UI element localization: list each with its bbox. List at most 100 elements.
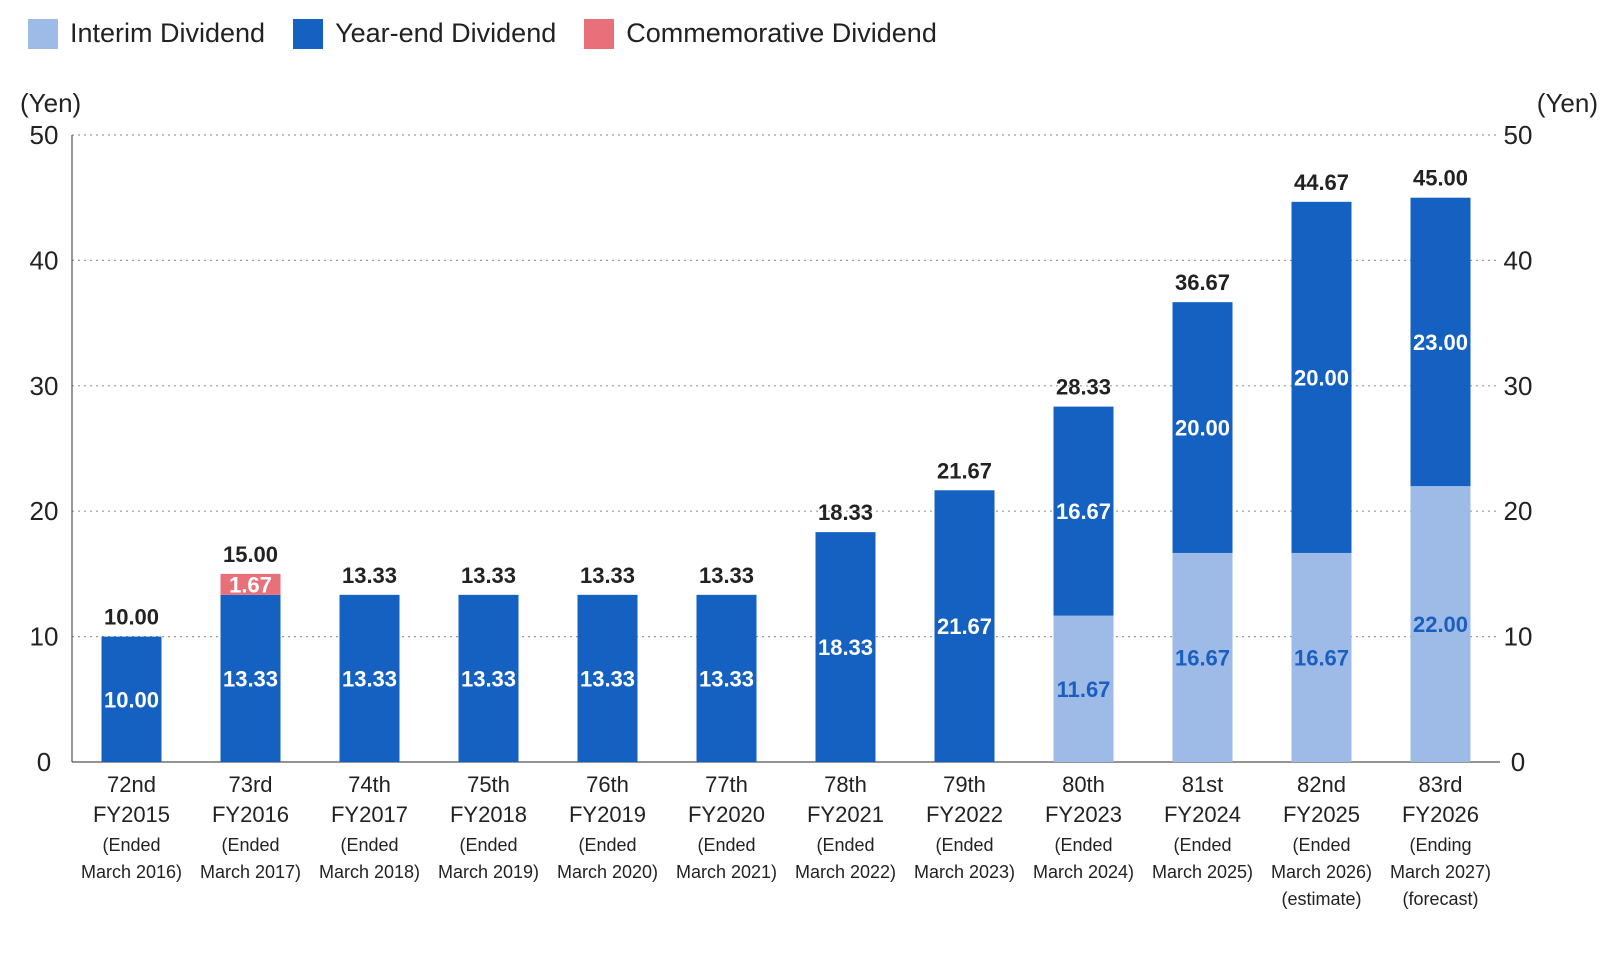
segment-value-label: 18.33: [818, 635, 873, 660]
segment-value-label: 10.00: [104, 687, 159, 712]
x-label-period: (Ended: [340, 835, 398, 855]
segment-value-label: 20.00: [1175, 416, 1230, 441]
segment-value-label: 13.33: [223, 666, 278, 691]
segment-value-label: 13.33: [461, 666, 516, 691]
bar-total-label: 13.33: [342, 563, 397, 588]
x-label-ordinal: 73rd: [228, 772, 272, 797]
x-label-period: March 2018): [319, 862, 420, 882]
x-label-ordinal: 78th: [824, 772, 867, 797]
x-label-period: March 2023): [914, 862, 1015, 882]
bar-segment-year-end: [1172, 302, 1233, 553]
bar-segment-year-end: [101, 636, 162, 762]
bar-segment-interim: [1291, 552, 1352, 762]
x-label-period: (Ended: [1292, 835, 1350, 855]
x-label-period: (Ended: [1173, 835, 1231, 855]
segment-value-label: 23.00: [1413, 330, 1468, 355]
x-axis-labels: 72nd FY2015 (Ended March 2016) 73rd FY2016 (En…: [81, 772, 1491, 909]
bar-segment-commemorative: [220, 573, 281, 595]
x-label-period: (Ended: [459, 835, 517, 855]
bar-total-label: 18.33: [818, 500, 873, 525]
segment-value-label: 16.67: [1294, 645, 1349, 670]
segment-value-label: 16.67: [1175, 645, 1230, 670]
y-tick-label-right: 20: [1504, 496, 1533, 526]
bar-segment-interim: [1172, 552, 1233, 762]
x-label-period: (Ending: [1409, 835, 1471, 855]
segment-value-label: 11.67: [1057, 677, 1111, 702]
bar-segment-year-end: [339, 594, 400, 762]
x-label-ordinal: 80th: [1062, 772, 1105, 797]
segment-value-label: 13.33: [342, 666, 397, 691]
bar-segment-year-end: [815, 532, 876, 762]
bar-total-label: 15.00: [223, 542, 278, 567]
x-label-period: March 2026): [1271, 862, 1372, 882]
bar-segment-year-end: [458, 594, 519, 762]
x-label-period: (Ended: [578, 835, 636, 855]
x-label-period: (Ended: [935, 835, 993, 855]
y-tick-label-left: 0: [37, 747, 51, 777]
segment-value-label: 13.33: [699, 666, 754, 691]
y-tick-label-left: 50: [30, 120, 59, 150]
data-labels: 10.00 10.00 13.33 1.67 15.00 13.33 13.33 13.33 1…: [104, 166, 1468, 713]
bar-total-label: 36.67: [1175, 270, 1230, 295]
x-label-fiscal-year: FY2025: [1283, 802, 1360, 827]
x-label-ordinal: 81st: [1182, 772, 1224, 797]
x-label-fiscal-year: FY2026: [1402, 802, 1479, 827]
x-label-period: (Ended: [1054, 835, 1112, 855]
y-tick-label-right: 40: [1504, 245, 1533, 275]
segment-value-label: 13.33: [580, 666, 635, 691]
x-label-ordinal: 72nd: [107, 772, 156, 797]
x-label-fiscal-year: FY2016: [212, 802, 289, 827]
segment-value-label: 22.00: [1413, 612, 1468, 637]
bar-segment-year-end: [934, 490, 995, 762]
bar-segment-year-end: [220, 594, 281, 762]
y-tick-label-left: 30: [30, 371, 59, 401]
bar-segment-interim: [1410, 486, 1471, 762]
x-label-period: March 2017): [200, 862, 301, 882]
bar-segment-year-end: [1053, 406, 1114, 616]
gridlines: [72, 134, 1500, 638]
axes: 0 0 10 10 20 20 30 30 40 40 50 50: [30, 120, 1533, 777]
x-label-fiscal-year: FY2015: [93, 802, 170, 827]
legend-swatch-interim: [28, 18, 58, 49]
bar-total-label: 44.67: [1294, 170, 1349, 195]
y-tick-label-right: 0: [1511, 747, 1525, 777]
left-axis-unit: (Yen): [20, 88, 81, 118]
bar-total-label: 28.33: [1056, 375, 1111, 400]
x-label-fiscal-year: FY2018: [450, 802, 527, 827]
x-label-ordinal: 76th: [586, 772, 629, 797]
x-label-period: March 2016): [81, 862, 182, 882]
bar-segment-year-end: [577, 594, 638, 762]
y-tick-label-left: 40: [30, 245, 59, 275]
bar-total-label: 10.00: [104, 605, 159, 630]
bars: [101, 197, 1471, 762]
legend-label-year-end: Year-end Dividend: [335, 18, 557, 48]
y-tick-label-right: 10: [1504, 622, 1533, 652]
y-tick-label-left: 20: [30, 496, 59, 526]
segment-value-label: 16.67: [1056, 499, 1111, 524]
bar-segment-year-end: [1291, 201, 1352, 553]
legend-label-interim: Interim Dividend: [70, 18, 266, 48]
x-label-fiscal-year: FY2019: [569, 802, 646, 827]
x-label-period: March 2019): [438, 862, 539, 882]
x-label-period: (estimate): [1281, 889, 1361, 909]
bar-total-label: 45.00: [1413, 166, 1468, 191]
legend-item-year-end: Year-end Dividend: [293, 18, 556, 49]
x-label-ordinal: 75th: [467, 772, 510, 797]
x-label-fiscal-year: FY2021: [807, 802, 884, 827]
bar-segment-year-end: [1410, 197, 1471, 487]
x-label-period: (Ended: [221, 835, 279, 855]
x-label-ordinal: 77th: [705, 772, 748, 797]
bar-total-label: 13.33: [580, 563, 635, 588]
x-label-period: (Ended: [102, 835, 160, 855]
bar-total-label: 21.67: [937, 458, 992, 483]
x-label-ordinal: 82nd: [1297, 772, 1346, 797]
x-label-period: March 2021): [676, 862, 777, 882]
x-label-period: (forecast): [1402, 889, 1478, 909]
y-tick-label-right: 30: [1504, 371, 1533, 401]
segment-value-label: 1.67: [229, 572, 272, 597]
x-label-period: March 2020): [557, 862, 658, 882]
x-label-period: March 2027): [1390, 862, 1491, 882]
x-label-fiscal-year: FY2024: [1164, 802, 1241, 827]
segment-value-label: 21.67: [937, 614, 992, 639]
